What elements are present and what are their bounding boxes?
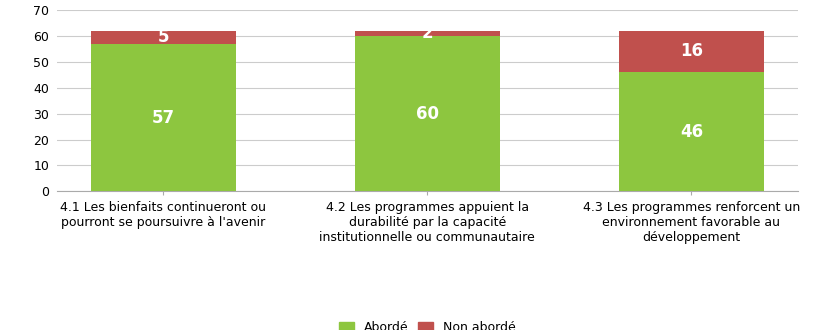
Bar	[619, 72, 764, 191]
Text: 16: 16	[680, 42, 703, 60]
Text: 2: 2	[422, 24, 433, 42]
Bar	[355, 31, 500, 36]
Bar	[90, 31, 236, 44]
Legend: Abordé, Non abordé: Abordé, Non abordé	[334, 316, 521, 330]
Bar	[619, 31, 764, 72]
Text: 46: 46	[680, 123, 703, 141]
Bar	[90, 44, 236, 191]
Text: 57: 57	[151, 109, 175, 126]
Text: 5: 5	[158, 28, 169, 46]
Bar	[355, 36, 500, 191]
Text: 60: 60	[416, 105, 439, 123]
